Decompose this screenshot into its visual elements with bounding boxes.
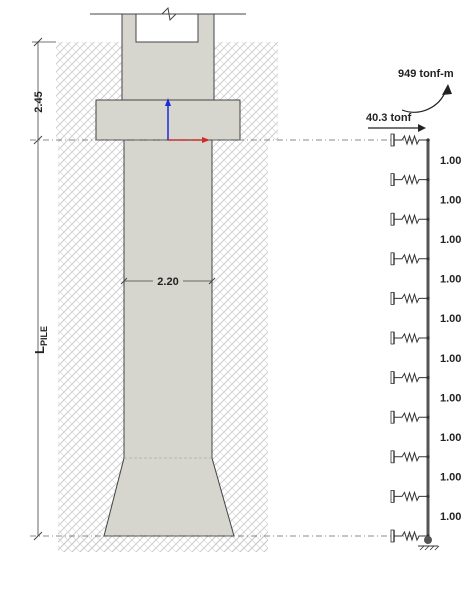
axis-x-arrowhead bbox=[202, 137, 210, 143]
spring-1 bbox=[390, 133, 430, 147]
spacing-label-5: 1.00 bbox=[440, 313, 461, 325]
spring-3 bbox=[390, 212, 430, 226]
spring-7 bbox=[390, 371, 430, 385]
soil-lower-left bbox=[58, 140, 124, 552]
spring-6 bbox=[390, 331, 430, 345]
spring-11 bbox=[390, 529, 430, 543]
soil-bottom bbox=[58, 536, 268, 552]
soil-upper-left bbox=[56, 42, 96, 140]
pile-length-main: L bbox=[32, 346, 47, 354]
spring-8 bbox=[390, 410, 430, 424]
spacing-label-2: 1.00 bbox=[440, 194, 461, 206]
spacing-label-4: 1.00 bbox=[440, 274, 461, 286]
axis-y-arrowhead bbox=[165, 98, 171, 106]
column-opening bbox=[135, 13, 199, 43]
spring-4 bbox=[390, 252, 430, 266]
spacing-label-1: 1.00 bbox=[440, 155, 461, 167]
moment-label: 949 tonf-m bbox=[398, 68, 454, 80]
spring-2 bbox=[390, 173, 430, 187]
spacing-label-10: 1.00 bbox=[440, 511, 461, 523]
pile-length-label: LPILE bbox=[32, 326, 49, 354]
pile-length-sub: PILE bbox=[39, 326, 49, 346]
spacing-label-9: 1.00 bbox=[440, 472, 461, 484]
vertical-dimension bbox=[32, 37, 56, 541]
soil-upper-right bbox=[240, 42, 278, 140]
spacing-labels: 1.00 1.00 1.00 1.00 1.00 1.00 1.00 1.00 1.00 1.00 bbox=[440, 155, 461, 523]
svg-text:LPILE: LPILE bbox=[32, 326, 49, 354]
cap-depth-label: 2.45 bbox=[33, 91, 45, 112]
diameter-dimension bbox=[120, 274, 216, 287]
spacing-label-3: 1.00 bbox=[440, 234, 461, 246]
spacing-label-8: 1.00 bbox=[440, 432, 461, 444]
spring-5 bbox=[390, 291, 430, 305]
soil-lower-right bbox=[212, 140, 268, 552]
spacing-label-7: 1.00 bbox=[440, 392, 461, 404]
pin-support bbox=[418, 536, 440, 551]
shear-load bbox=[368, 124, 426, 132]
spring-supports bbox=[390, 133, 430, 543]
shear-label: 40.3 tonf bbox=[366, 112, 412, 124]
moment-arrowhead bbox=[442, 84, 452, 95]
moment-arc bbox=[401, 89, 447, 113]
column-stem bbox=[90, 6, 246, 101]
moment-load bbox=[401, 84, 452, 113]
spring-9 bbox=[390, 450, 430, 464]
break-symbol bbox=[161, 6, 177, 22]
shear-arrowhead bbox=[418, 124, 426, 132]
spring-10 bbox=[390, 489, 430, 503]
diameter-label: 2.20 bbox=[157, 276, 178, 288]
spacing-label-6: 1.00 bbox=[440, 353, 461, 365]
